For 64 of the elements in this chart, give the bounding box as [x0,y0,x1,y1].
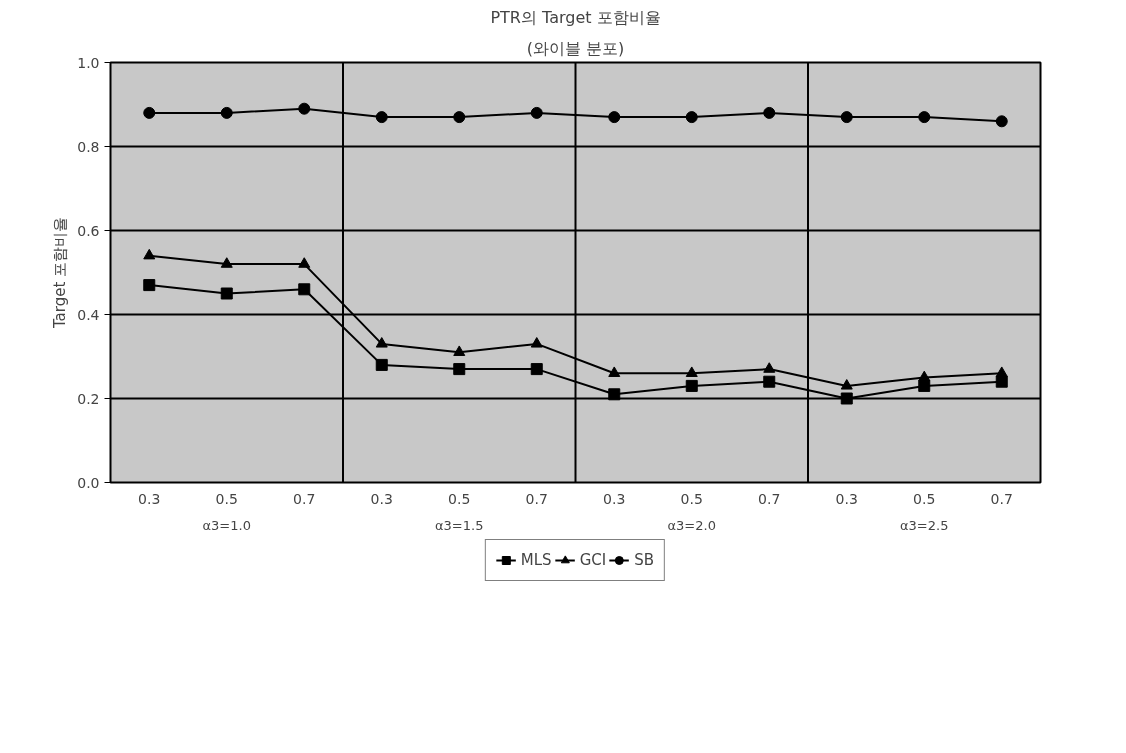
x-tick-label: 0.5 [680,490,703,507]
x-tick-label: 0.7 [758,490,781,507]
text: α3=1.0 [202,517,251,533]
point [530,106,543,119]
point [453,111,466,124]
x-tick-label: 0.7 [990,490,1013,507]
point [530,363,543,376]
point [763,362,776,373]
x-tick-label: 0.5 [215,490,238,507]
chart-subtitle: (와이블 분포) [526,38,625,58]
point [840,392,853,405]
point [995,366,1008,377]
point [453,363,466,376]
legend-label: MLS [520,551,552,569]
point [685,379,698,392]
point [220,257,233,268]
text: α3=2.0 [667,517,716,533]
x-tick-label: 0.3 [835,490,858,507]
x-tick-label: 0.7 [293,490,316,507]
y-tick-label: 0.4 [77,306,100,323]
point [143,106,156,119]
chart-title: PTR의 Target 포함비율 [490,7,661,27]
point [530,337,543,348]
point [608,388,621,401]
x-tick-label: 0.3 [138,490,161,507]
x-tick-label: 0.3 [370,490,393,507]
legend-label: GCI [579,551,607,569]
point [995,115,1008,128]
point [763,375,776,388]
text: α3=1.5 [435,517,484,533]
point [918,370,931,382]
y-tick-label: 0.6 [77,222,100,239]
point [375,337,388,348]
point [840,379,853,390]
point [375,111,388,124]
point [298,283,311,296]
point [995,375,1008,388]
x-tick-label: 0.7 [525,490,548,507]
x-tick-label: 0.3 [603,490,626,507]
point [918,111,931,124]
y-axis-title: Target 포함비율 [51,216,70,330]
point [608,111,621,124]
point [143,279,156,292]
x-tick-label: 0.5 [913,490,936,507]
y-tick-label: 0.2 [77,390,100,407]
point [763,106,776,119]
point [298,102,311,115]
point [685,366,698,377]
y-tick-label: 0.0 [77,474,100,491]
point [453,345,466,356]
point [220,287,233,300]
point [608,366,621,377]
legend-label: SB [634,551,655,569]
point [143,248,156,260]
point [685,111,698,124]
point [298,257,311,268]
y-tick-label: 1.0 [77,54,100,71]
y-tick-label: 0.8 [77,138,100,155]
point [375,358,388,371]
point [840,111,853,124]
point [918,379,931,392]
x-tick-label: 0.5 [448,490,471,507]
point [220,106,233,119]
text: α3=2.5 [900,517,949,533]
